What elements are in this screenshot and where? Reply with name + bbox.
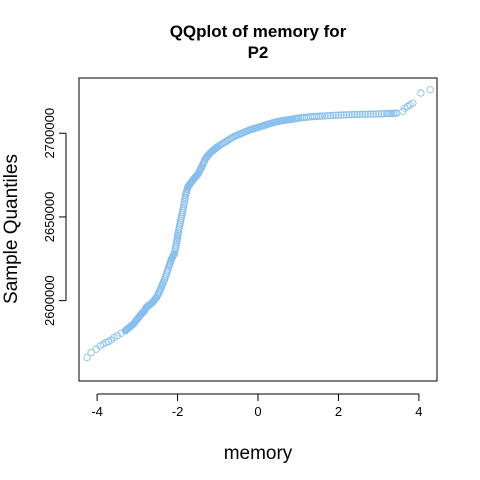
data-point [174,230,182,238]
data-point [324,112,332,120]
data-point [332,111,340,119]
data-point [83,353,91,362]
data-point [312,112,320,121]
data-point [358,110,367,118]
data-point [334,111,343,119]
data-point [92,345,100,353]
chart-title-line-1: QQplot of memory for [170,22,347,41]
data-point [350,110,359,119]
data-point [403,102,412,111]
y-axis: 2600000 2650000 2700000 [42,108,67,326]
data-point [377,110,386,118]
data-point [150,296,159,304]
data-point [361,110,369,118]
x-tick-label: 2 [335,404,342,419]
data-point [293,114,301,123]
data-point [417,89,425,97]
chart-title-line-2: P2 [248,43,269,62]
data-point [269,119,277,127]
data-point [375,110,383,118]
data-point [150,296,158,305]
data-point [369,110,377,118]
x-tick-label: 0 [254,404,261,419]
data-point [372,110,380,118]
data-point [321,112,329,120]
x-axis-label: memory [224,443,293,464]
x-tick-label: -4 [91,404,103,419]
data-point [219,139,227,147]
data-point [364,110,372,118]
data-point [409,99,417,107]
data-point [316,112,324,120]
data-point [337,111,345,119]
data-point [345,111,353,119]
x-tick-label: -2 [172,404,184,419]
data-point [329,111,337,120]
y-tick-label: 2600000 [42,275,57,326]
data-point [340,111,348,119]
data-point [285,116,293,124]
data-point [426,86,434,94]
data-point [113,332,121,340]
data-point [366,110,375,118]
data-points [83,86,434,362]
data-point [326,111,335,120]
y-tick-label: 2700000 [42,108,57,159]
data-point [353,110,361,119]
data-point [342,111,351,119]
data-point [356,110,364,119]
data-point [277,117,285,125]
y-tick-label: 2650000 [42,192,57,243]
data-point [172,240,180,248]
y-axis-label: Sample Quantiles [1,154,22,304]
x-axis: -4 -2 0 2 4 [91,393,423,419]
data-point [391,109,399,117]
data-point [348,110,356,119]
x-tick-label: 4 [415,404,422,419]
plot-frame [78,77,438,382]
data-point [87,348,95,357]
